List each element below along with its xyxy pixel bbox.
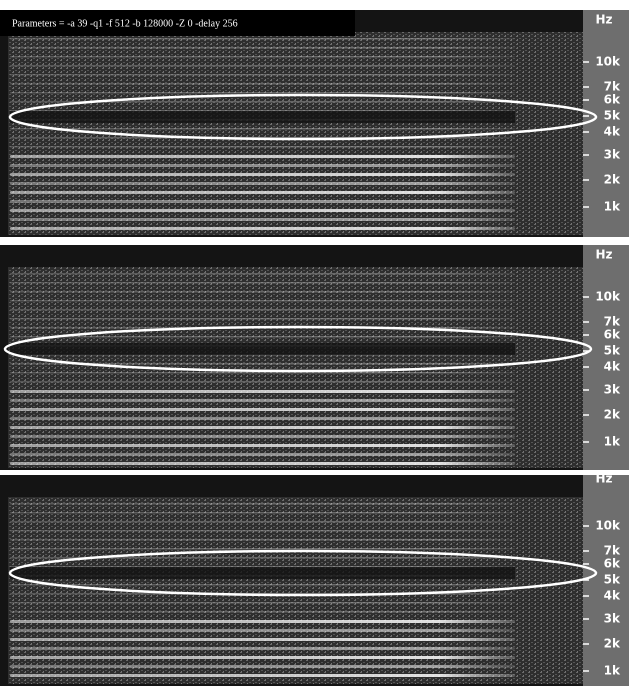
- axis-strip: [583, 10, 629, 237]
- harmonic-line: [10, 146, 515, 148]
- harmonic-line: [10, 530, 515, 532]
- harmonic-line: [10, 65, 515, 67]
- tick-label: 1k: [604, 435, 621, 449]
- harmonic-line: [10, 209, 515, 212]
- harmonic-line: [10, 426, 515, 429]
- harmonic-line: [10, 647, 515, 650]
- tick-label: 10k: [595, 290, 621, 304]
- harmonic-line: [10, 408, 515, 411]
- harmonic-line: [10, 300, 515, 302]
- harmonic-line: [10, 291, 515, 293]
- dark-band: [10, 567, 515, 579]
- harmonic-line: [10, 512, 515, 514]
- highlight-ellipse: [3, 325, 593, 373]
- harmonic-line: [10, 92, 515, 94]
- harmonic-line: [10, 200, 515, 203]
- tick-label: 4k: [604, 589, 621, 603]
- harmonic-line: [10, 191, 515, 194]
- harmonic-line: [10, 164, 515, 167]
- harmonic-line: [10, 390, 515, 393]
- harmonic-line: [10, 38, 515, 40]
- dark-band: [10, 343, 515, 355]
- harmonic-line: [10, 417, 515, 420]
- tick-label: 7k: [604, 544, 621, 558]
- harmonic-line: [10, 56, 515, 58]
- harmonic-line: [10, 155, 515, 158]
- harmonic-line: [10, 521, 515, 523]
- harmonic-line: [10, 273, 515, 275]
- tick-label: 4k: [604, 125, 621, 139]
- tick-label: 2k: [604, 408, 621, 422]
- tick-label: 4k: [604, 360, 621, 374]
- harmonic-line: [10, 173, 515, 176]
- harmonic-line: [10, 372, 515, 374]
- harmonic-line: [10, 503, 515, 505]
- harmonic-line: [10, 584, 515, 586]
- harmonic-line: [10, 539, 515, 541]
- tick-label: 1k: [604, 200, 621, 214]
- tick-label: 2k: [604, 637, 621, 651]
- axis-strip: [583, 245, 629, 470]
- tick-label: 5k: [604, 573, 621, 587]
- parameter-text: Parameters = -a 39 -q1 -f 512 -b 128000 …: [12, 18, 238, 29]
- tick-label: 3k: [604, 148, 621, 162]
- tick-label: 1k: [604, 664, 621, 678]
- harmonic-line: [10, 336, 515, 338]
- tick-label: 3k: [604, 383, 621, 397]
- tick-label: 10k: [595, 55, 621, 69]
- tick-label: 7k: [604, 315, 621, 329]
- dark-band: [10, 111, 515, 123]
- harmonic-line: [10, 444, 515, 447]
- harmonic-line: [10, 656, 515, 659]
- tick-label: 2k: [604, 173, 621, 187]
- harmonic-line: [10, 282, 515, 284]
- tick-label: 5k: [604, 109, 621, 123]
- harmonic-line: [10, 435, 515, 438]
- tick-label: 5k: [604, 344, 621, 358]
- highlight-ellipse: [8, 93, 598, 141]
- harmonic-line: [10, 399, 515, 402]
- harmonic-line: [10, 218, 515, 221]
- harmonic-line: [10, 602, 515, 604]
- axis-unit: Hz: [595, 13, 612, 27]
- axis-unit: Hz: [595, 472, 612, 486]
- harmonic-line: [10, 128, 515, 130]
- axis-strip: [583, 475, 629, 686]
- harmonic-line: [10, 462, 515, 465]
- harmonic-line: [10, 548, 515, 550]
- harmonic-line: [10, 83, 515, 85]
- harmonic-line: [10, 611, 515, 613]
- harmonic-line: [10, 227, 515, 230]
- highlight-ellipse: [8, 549, 598, 597]
- tick-label: 7k: [604, 80, 621, 94]
- harmonic-line: [10, 74, 515, 76]
- harmonic-line: [10, 638, 515, 641]
- harmonic-line: [10, 629, 515, 632]
- harmonic-line: [10, 620, 515, 623]
- harmonic-line: [10, 101, 515, 103]
- tick-label: 6k: [604, 93, 621, 107]
- axis-unit: Hz: [595, 248, 612, 262]
- tick-label: 6k: [604, 328, 621, 342]
- harmonic-line: [10, 453, 515, 456]
- harmonic-line: [10, 665, 515, 668]
- harmonic-line: [10, 309, 515, 311]
- harmonic-line: [10, 47, 515, 49]
- harmonic-line: [10, 674, 515, 677]
- harmonic-line: [10, 381, 515, 383]
- harmonic-line: [10, 182, 515, 185]
- harmonic-line: [10, 363, 515, 365]
- tick-label: 6k: [604, 557, 621, 571]
- harmonic-line: [10, 557, 515, 559]
- parameter-box: [0, 10, 355, 36]
- tick-label: 10k: [595, 519, 621, 533]
- harmonic-line: [10, 318, 515, 320]
- tick-label: 3k: [604, 612, 621, 626]
